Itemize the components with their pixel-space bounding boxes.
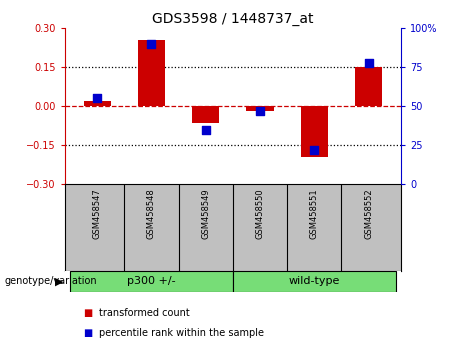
Bar	[246, 106, 273, 112]
Bar	[138, 40, 165, 106]
Text: ■: ■	[83, 308, 92, 318]
Text: percentile rank within the sample: percentile rank within the sample	[99, 328, 264, 338]
Bar	[83, 101, 111, 106]
Title: GDS3598 / 1448737_at: GDS3598 / 1448737_at	[152, 12, 313, 26]
Point	[148, 41, 155, 47]
Bar	[301, 106, 328, 157]
Bar	[355, 67, 382, 106]
Point	[202, 127, 209, 132]
Point	[94, 96, 101, 101]
Text: GSM458548: GSM458548	[147, 188, 156, 239]
Bar	[233, 271, 396, 292]
Text: wild-type: wild-type	[289, 276, 340, 286]
Bar	[192, 106, 219, 123]
Text: GSM458549: GSM458549	[201, 188, 210, 239]
Text: GSM458547: GSM458547	[93, 188, 101, 239]
Point	[311, 147, 318, 153]
Text: genotype/variation: genotype/variation	[5, 276, 97, 286]
Bar	[70, 271, 233, 292]
Text: GSM458552: GSM458552	[364, 188, 373, 239]
Text: GSM458550: GSM458550	[255, 188, 265, 239]
Text: transformed count: transformed count	[99, 308, 190, 318]
Text: p300 +/-: p300 +/-	[127, 276, 176, 286]
Point	[256, 108, 264, 114]
Text: ▶: ▶	[55, 276, 64, 286]
Text: ■: ■	[83, 328, 92, 338]
Point	[365, 60, 372, 65]
Text: GSM458551: GSM458551	[310, 188, 319, 239]
